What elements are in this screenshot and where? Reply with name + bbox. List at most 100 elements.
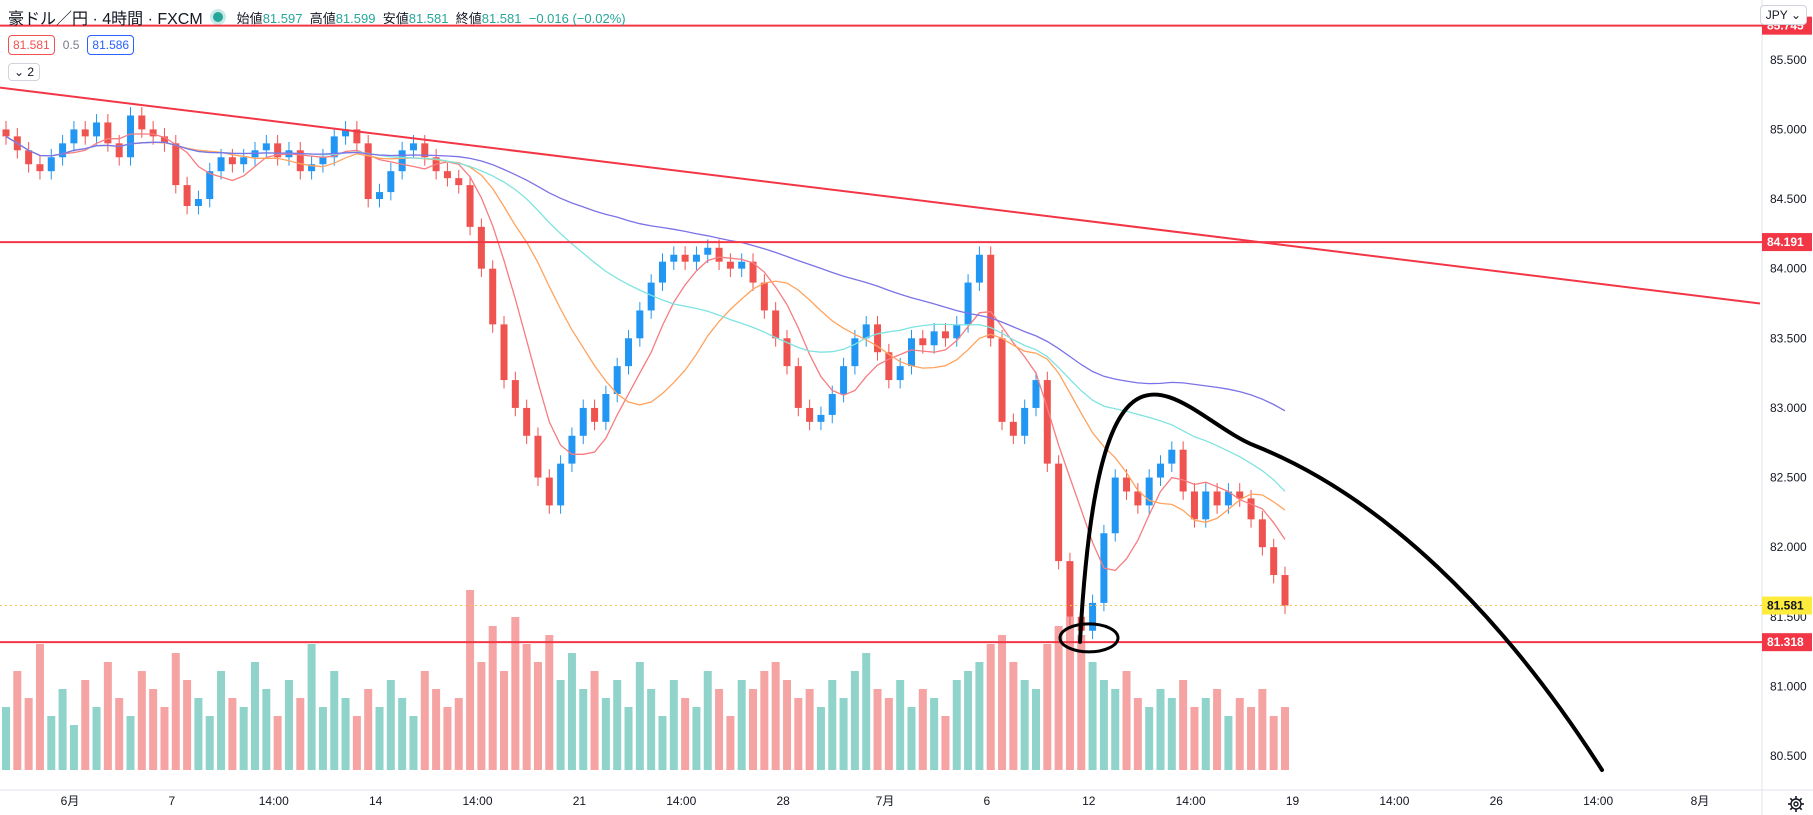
volume-bar <box>160 707 169 770</box>
volume-bar <box>1054 626 1063 770</box>
candle-body <box>206 171 214 200</box>
volume-bar <box>1235 698 1244 770</box>
candle-body <box>1281 575 1289 606</box>
y-tick-label: 81.000 <box>1770 679 1807 693</box>
candle-body <box>647 282 655 311</box>
volume-bar <box>1133 698 1142 770</box>
x-tick-label: 19 <box>1286 794 1300 808</box>
y-tick-label: 83.500 <box>1770 331 1807 345</box>
volume-bar <box>488 626 497 770</box>
volume-bar <box>896 680 905 770</box>
volume-bar <box>307 644 316 770</box>
x-tick-label: 14:00 <box>666 794 696 808</box>
y-tick-label: 84.000 <box>1770 262 1807 276</box>
volume-bar <box>1213 689 1222 770</box>
candle-body <box>1224 491 1232 506</box>
candle-body <box>330 136 338 158</box>
volume-bar <box>545 635 554 770</box>
candle-body <box>455 178 463 186</box>
volume-bar <box>692 707 701 770</box>
candle-body <box>896 366 904 381</box>
candle-body <box>670 254 678 262</box>
candle-body <box>760 282 768 311</box>
volume-bar <box>1156 689 1165 770</box>
volume-bar <box>941 716 950 770</box>
candle-body <box>228 157 236 165</box>
candle-body <box>376 192 384 200</box>
candle-body <box>36 164 44 172</box>
volume-bar <box>715 689 724 770</box>
candle-body <box>613 366 621 394</box>
volume-bar <box>1269 716 1278 770</box>
candle-body <box>658 261 666 283</box>
volume-bar <box>1122 671 1131 770</box>
indicators-toggle[interactable]: ⌄ 2 <box>8 63 41 81</box>
y-tick-label: 82.500 <box>1770 471 1807 485</box>
candle-body <box>421 143 429 158</box>
candle-body <box>828 394 836 415</box>
candle-body <box>262 143 270 151</box>
candle-body <box>217 157 225 172</box>
candle-body <box>104 122 112 144</box>
symbol-title[interactable]: 豪ドル／円 · 4時間 · FXCM <box>8 11 203 28</box>
candle-body <box>591 407 599 422</box>
candle-body <box>568 435 576 464</box>
candle-body <box>1258 519 1266 548</box>
gear-icon[interactable] <box>1787 795 1805 813</box>
volume-bar <box>273 716 282 770</box>
volume-bar <box>137 671 146 770</box>
volume-bar <box>330 671 339 770</box>
candle-body <box>240 157 248 165</box>
candle-body <box>2 129 10 137</box>
candle-body <box>1179 449 1187 492</box>
candle-body <box>1202 491 1210 520</box>
x-tick-label: 12 <box>1082 794 1096 808</box>
candle-body <box>353 129 361 144</box>
x-tick-label: 26 <box>1490 794 1504 808</box>
quote-row: 81.581 0.5 81.586 <box>8 35 135 55</box>
volume-bar <box>35 644 44 770</box>
volume-bar <box>500 671 509 770</box>
sell-button[interactable]: 81.581 <box>8 35 55 55</box>
currency-button[interactable]: JPY ⌄ <box>1759 5 1807 25</box>
candle-body <box>308 164 316 172</box>
candle-body <box>274 143 282 158</box>
volume-bar <box>171 653 180 770</box>
candle-body <box>194 199 202 206</box>
volume-bar <box>794 698 803 770</box>
volume-bar <box>284 680 293 770</box>
candle-body <box>409 143 417 151</box>
y-tick-label: 80.500 <box>1770 749 1807 763</box>
buy-button[interactable]: 81.586 <box>87 35 135 55</box>
candle-body <box>1032 380 1040 408</box>
x-tick-label: 14:00 <box>462 794 492 808</box>
volume-bar <box>1009 662 1018 770</box>
volume-bar <box>13 671 22 770</box>
volume-bar <box>217 671 226 770</box>
candle-body <box>987 254 995 339</box>
volume-bar <box>635 662 644 770</box>
x-tick-label: 21 <box>573 794 587 808</box>
candle-body <box>1111 477 1119 534</box>
candle-body <box>172 143 180 186</box>
candle-body <box>919 338 927 346</box>
candle-body <box>545 477 553 506</box>
x-tick-label: 14:00 <box>1583 794 1613 808</box>
candle-body <box>1123 477 1131 492</box>
volume-bar <box>443 707 452 770</box>
candle-body <box>127 115 135 158</box>
x-tick-label: 6 <box>984 794 991 808</box>
volume-bar <box>239 707 248 770</box>
candle-body <box>1247 498 1255 520</box>
volume-bar <box>737 680 746 770</box>
volume-bar <box>918 689 927 770</box>
volume-bar <box>782 680 791 770</box>
candle-body <box>1055 463 1063 562</box>
volume-bar <box>1179 680 1188 770</box>
volume-bar <box>375 707 384 770</box>
candle-body <box>387 171 395 193</box>
volume-bar <box>1065 617 1074 770</box>
candle-body <box>602 394 610 422</box>
candle-body <box>149 129 157 137</box>
